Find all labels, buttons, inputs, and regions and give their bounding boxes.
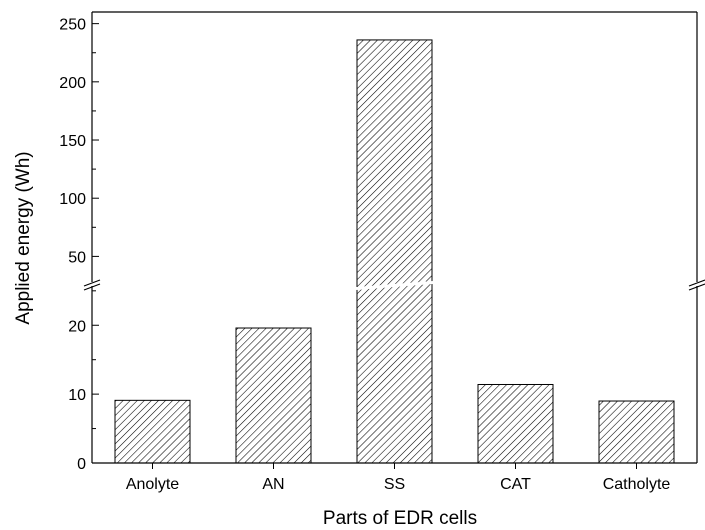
x-tick-label: CAT	[500, 476, 531, 493]
bar-ss	[356, 39, 433, 464]
labels-layer: Anolyte AN SS CAT Catholyte 0 10 20 50 100 150 200 2…	[59, 17, 670, 493]
bar-an	[235, 327, 312, 464]
y-tick-label: 150	[59, 133, 86, 150]
bars-layer	[114, 39, 675, 464]
x-tick-label: AN	[262, 476, 284, 493]
y-axis-title: Applied energy (Wh)	[13, 151, 34, 324]
y-tick-label: 50	[68, 249, 86, 266]
x-tick-label: Catholyte	[603, 476, 671, 493]
y-tick-label: 10	[68, 387, 86, 404]
axis-break-gap-ss	[356, 281, 433, 290]
bar-cat	[477, 383, 554, 464]
y-tick-label: 200	[59, 75, 86, 92]
y-tick-label: 0	[77, 456, 86, 473]
bar-catholyte	[598, 400, 675, 464]
right-axis-break-mark	[688, 279, 705, 287]
x-tick-label: Anolyte	[126, 476, 179, 493]
right-axis-break-mark	[688, 283, 705, 291]
bar-anolyte	[114, 399, 191, 464]
axes-layer	[83, 11, 705, 469]
y-axis-break-mark	[83, 279, 101, 287]
y-tick-label: 250	[59, 17, 86, 34]
x-tick-label: SS	[384, 476, 405, 493]
y-tick-label: 20	[68, 318, 86, 335]
y-axis-break-mark	[83, 283, 101, 291]
x-axis-title: Parts of EDR cells	[323, 508, 477, 529]
y-tick-label: 100	[59, 191, 86, 208]
